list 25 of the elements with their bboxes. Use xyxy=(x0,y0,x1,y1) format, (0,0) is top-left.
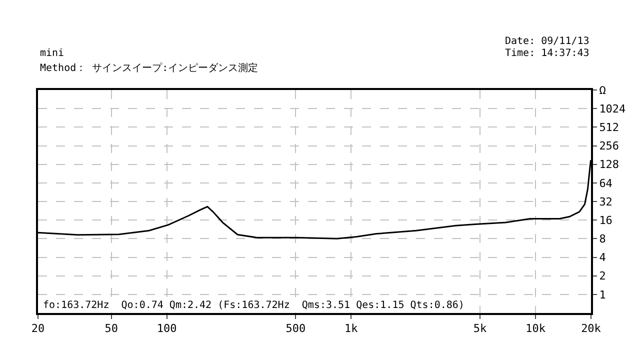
x-tick-label: 50 xyxy=(104,322,118,336)
y-tick-label: Ω xyxy=(599,84,606,97)
text: Method： サインスイープ:インピーダンス測定 xyxy=(40,62,258,74)
y-tick-label: 256 xyxy=(599,140,620,153)
y-tick-label: 1024 xyxy=(599,102,626,116)
text: Time: 14:37:43 xyxy=(505,48,590,59)
x-tick-label: 5k xyxy=(473,322,488,336)
y-tick-label: 2 xyxy=(599,270,606,283)
x-tick-label: 20 xyxy=(31,322,45,336)
x-tick-label: 500 xyxy=(286,322,306,336)
y-tick-label: 16 xyxy=(599,214,612,227)
x-tick-label: 100 xyxy=(156,322,177,336)
annotation: fo:163.72Hz Qo:0.74 Qm:2.42 (Fs:163.72Hz Qms:3.51 Qes:1.15 Qts:0.86) xyxy=(43,300,464,311)
y-tick-label: 32 xyxy=(599,195,612,208)
y-tick-label: 512 xyxy=(599,121,620,134)
y-tick-label: 64 xyxy=(599,176,613,190)
x-tick-label: 10k xyxy=(526,322,546,336)
text: Date: 09/11/13 xyxy=(505,36,590,47)
x-tick-label: 20k xyxy=(581,322,602,336)
chart-subtitle: mini xyxy=(40,48,64,59)
y-tick-label: 128 xyxy=(599,158,620,172)
x-tick-label: 1k xyxy=(344,322,358,336)
y-tick-label: 4 xyxy=(599,251,606,264)
y-tick-label: 8 xyxy=(599,232,606,246)
y-tick-label: 1 xyxy=(599,288,606,302)
